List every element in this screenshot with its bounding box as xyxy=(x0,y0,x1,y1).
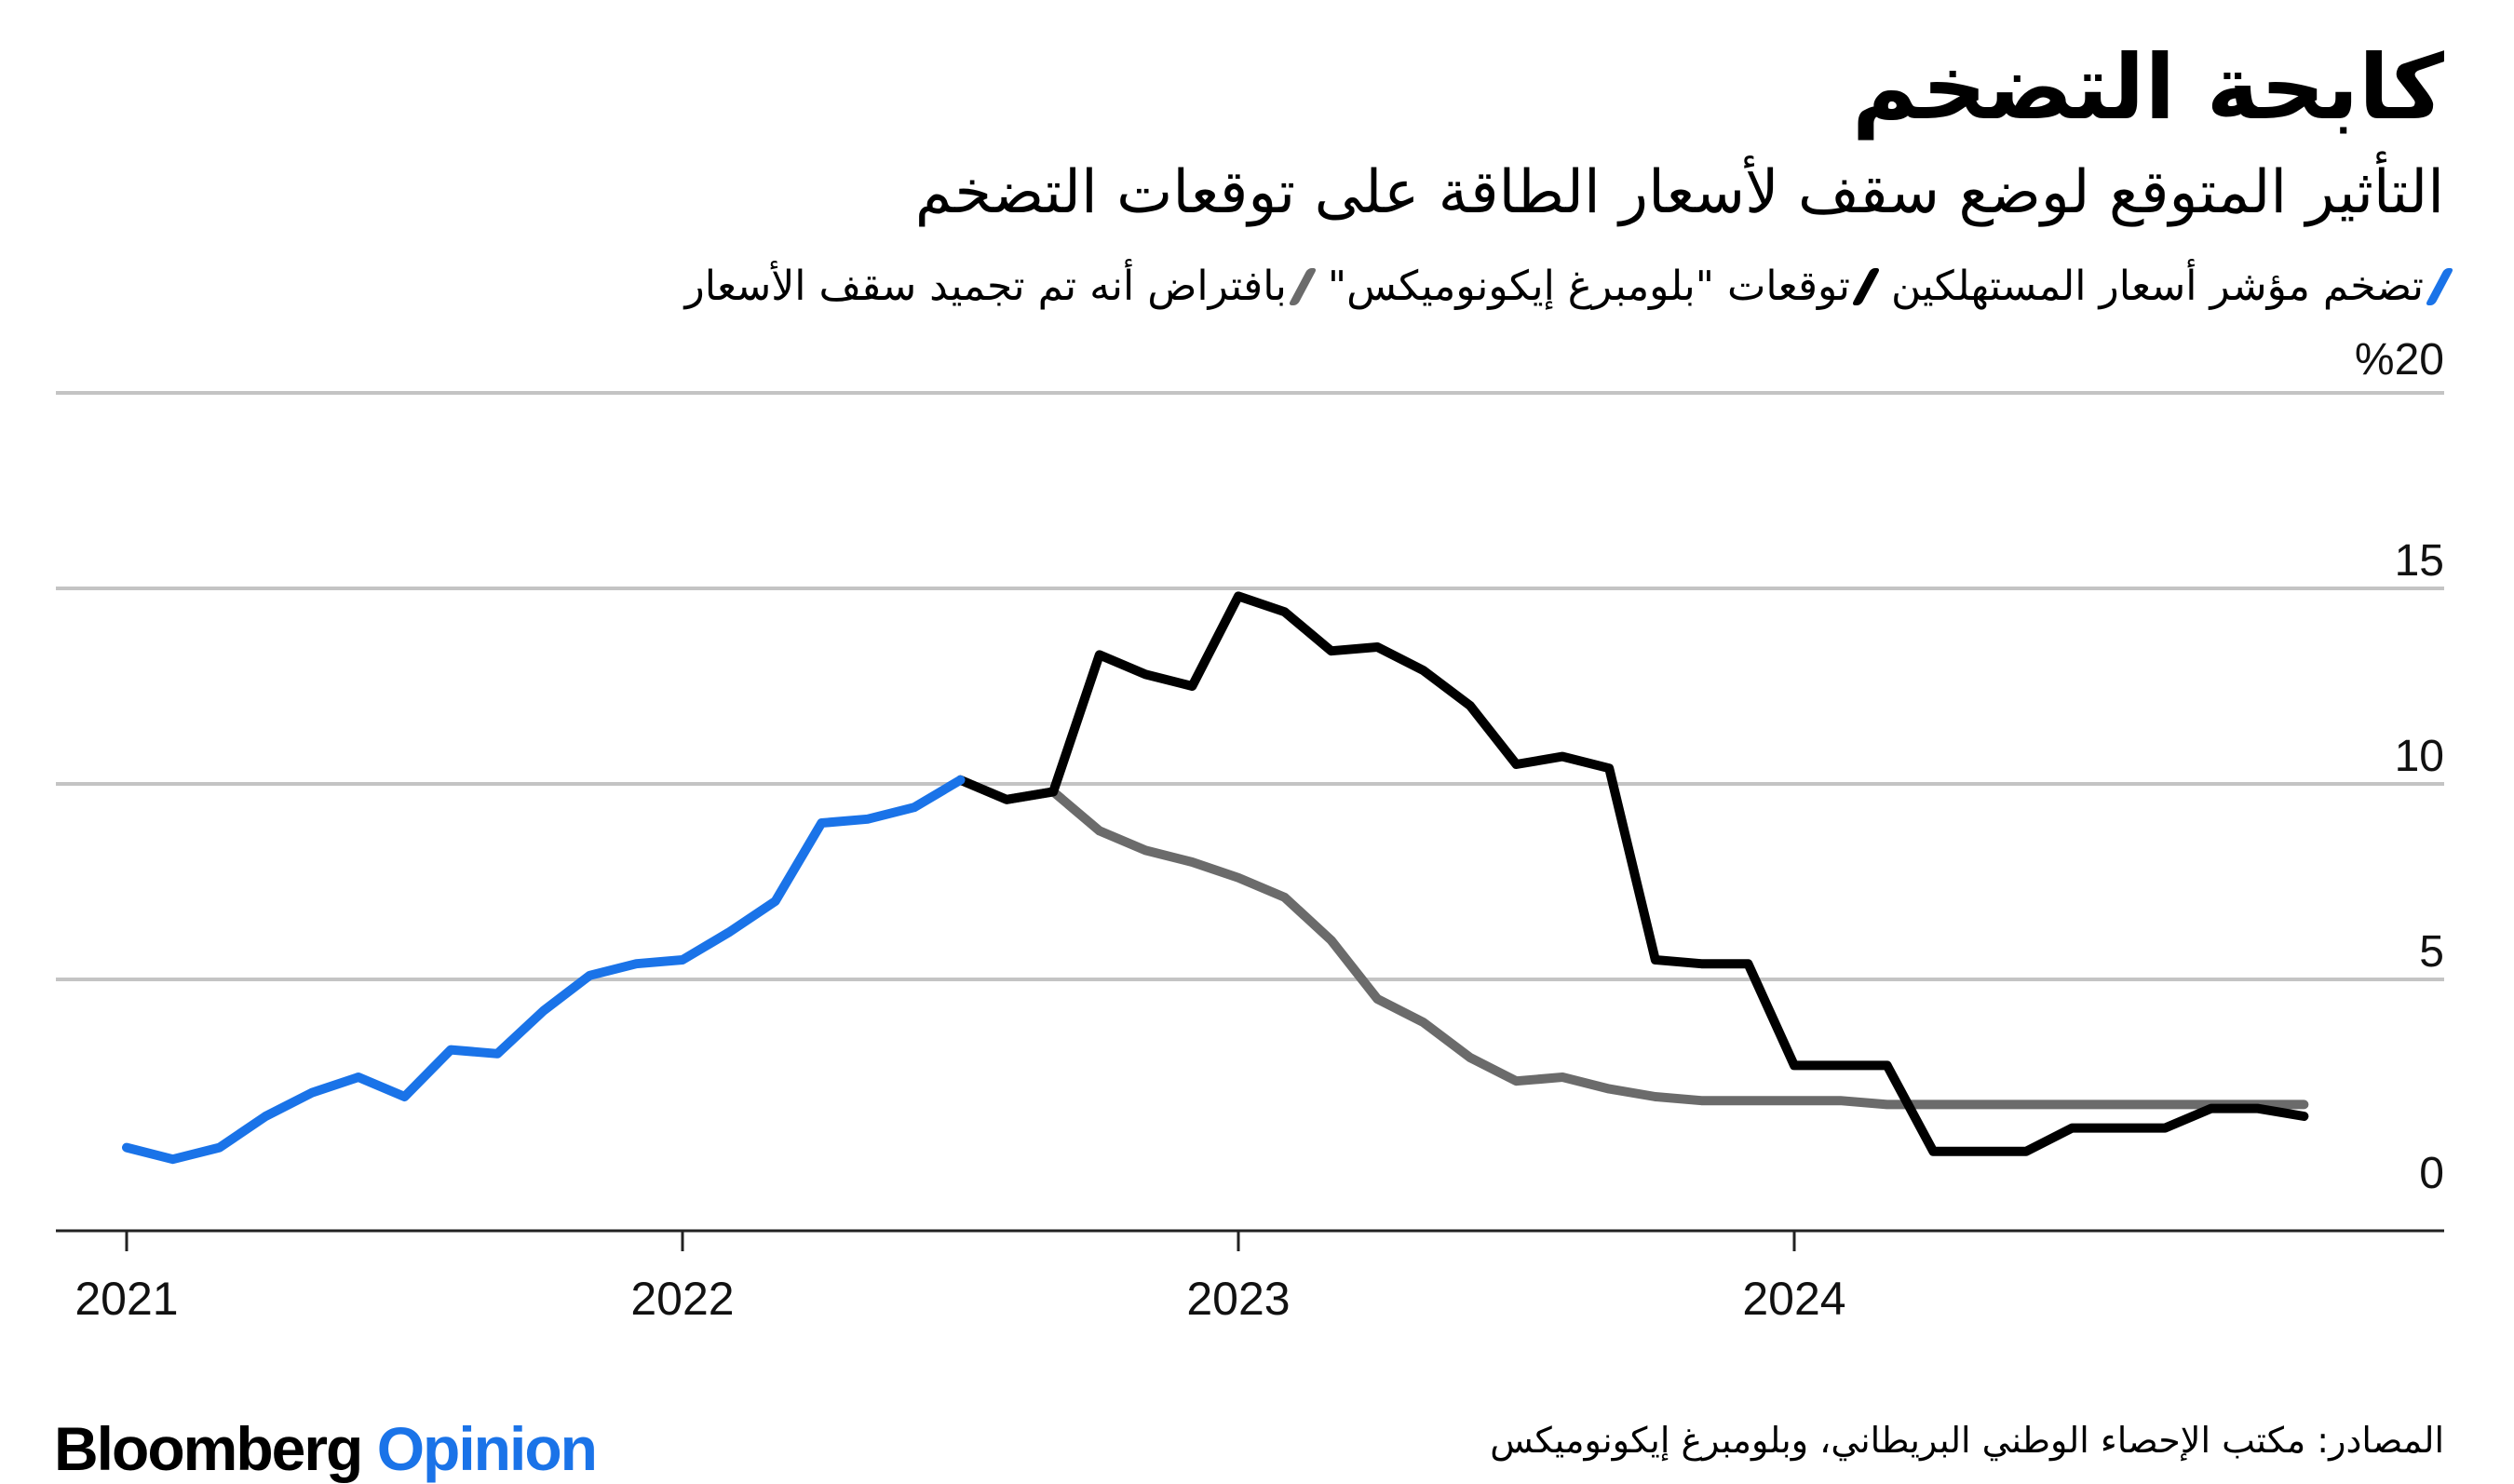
brand-suffix: Opinion xyxy=(376,1414,598,1483)
brand-name: Bloomberg xyxy=(54,1414,363,1483)
y-tick-label: 15 xyxy=(2395,536,2444,586)
x-tick-label: 2023 xyxy=(1186,1273,1290,1325)
legend-label-cpi: تضخم مؤشر أسعار المستهلكين xyxy=(1891,263,2424,310)
series-line-forecast xyxy=(955,591,2309,1156)
grid-lines xyxy=(56,391,2444,1233)
source-note: المصادر: مكتب الإحصاء الوطني البريطاني، … xyxy=(1490,1420,2444,1461)
series-line-frozen-cap xyxy=(955,775,2309,1110)
x-tick-label: 2021 xyxy=(74,1273,178,1325)
chart-title: كابحة التضخم xyxy=(1852,35,2444,140)
legend-item-cpi: تضخم مؤشر أسعار المستهلكين xyxy=(1891,263,2454,310)
legend-item-forecast: توقعات "بلومبرغ إيكونوميكس" xyxy=(1327,263,1881,310)
x-tick-label: 2022 xyxy=(630,1273,734,1325)
y-tick-label: 0 xyxy=(2419,1149,2444,1198)
legend-label-frozen-cap: بافتراض أنه تم تجميد سقف الأسعار xyxy=(684,263,1287,310)
x-axis-ticks: 2021 2022 2023 2024 xyxy=(74,1231,1846,1325)
y-tick-label: 5 xyxy=(2419,927,2444,977)
y-axis-ticks: 0 5 10 15 %20 xyxy=(2355,335,2444,1198)
series-lines xyxy=(122,591,2309,1165)
legend-label-forecast: توقعات "بلومبرغ إيكونوميكس" xyxy=(1327,263,1851,310)
legend: تضخم مؤشر أسعار المستهلكين توقعات "بلومب… xyxy=(684,263,2454,310)
x-tick-label: 2024 xyxy=(1742,1273,1845,1325)
chart-subtitle: التأثير المتوقع لوضع سقف لأسعار الطاقة ع… xyxy=(914,158,2444,227)
y-tick-label: 10 xyxy=(2395,732,2444,781)
series-line-cpi xyxy=(122,775,966,1165)
brand-logo: Bloomberg Opinion xyxy=(54,1413,598,1484)
legend-item-frozen-cap: بافتراض أنه تم تجميد سقف الأسعار xyxy=(684,263,1318,310)
y-tick-label: %20 xyxy=(2355,335,2444,384)
